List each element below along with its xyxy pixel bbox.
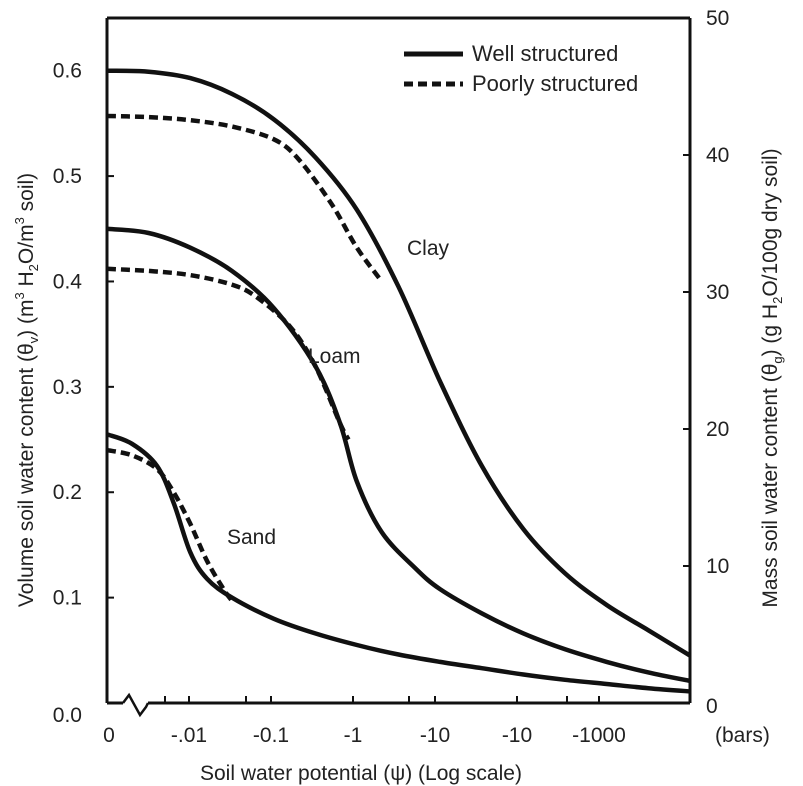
x-axis-break bbox=[122, 692, 150, 718]
legend-label-well-structured: Well structured bbox=[472, 41, 618, 66]
y-tick-label-left: 0.6 bbox=[53, 60, 82, 83]
y-tick-label-left: 0.2 bbox=[53, 481, 82, 504]
clay-poorly-structured-curve bbox=[106, 113, 384, 283]
y-tick-label-left: 0.5 bbox=[53, 165, 82, 188]
y-tick-label-right: 40 bbox=[706, 144, 729, 167]
y-axis-right-title: Mass soil water content (θg) (g H2O/100g… bbox=[759, 148, 785, 607]
x-tick-label: -10 bbox=[502, 724, 532, 747]
x-tick-label: -1000 bbox=[572, 724, 626, 747]
y-tick-label-right: 10 bbox=[706, 555, 729, 578]
x-tick-label: 0 bbox=[103, 724, 115, 747]
y-tick-label-right: 30 bbox=[706, 281, 729, 304]
clay-well-structured-curve bbox=[106, 68, 692, 658]
legend-label-poorly-structured: Poorly structured bbox=[472, 71, 638, 96]
y-tick-label-right: 20 bbox=[706, 418, 729, 441]
y-tick-label-left: 0.1 bbox=[53, 587, 82, 610]
y-tick-label-right: 0 bbox=[706, 695, 718, 718]
curve-label-sand: Sand bbox=[227, 526, 276, 549]
tick-marks bbox=[107, 69, 690, 703]
y-axis-left-title: Volume soil water content (θv) (m3 H2O/m… bbox=[12, 173, 41, 607]
y-tick-label-left: 0.4 bbox=[53, 270, 83, 293]
x-tick-label: -1 bbox=[344, 724, 363, 747]
sand-poorly-structured-curve bbox=[106, 447, 234, 603]
loam-well-structured-curve bbox=[106, 226, 691, 684]
y-tick-label-right: 50 bbox=[706, 7, 729, 30]
x-tick-label: -0.1 bbox=[253, 724, 289, 747]
y-tick-label-left: 0.0 bbox=[53, 704, 82, 727]
x-tick-label: -.01 bbox=[171, 724, 207, 747]
x-axis-unit: (bars) bbox=[715, 724, 770, 747]
curves bbox=[106, 68, 692, 694]
sand-well-structured-curve bbox=[106, 432, 691, 694]
tick-labels: 0.0 0.1 0.2 0.3 0.4 0.5 0.6 0 10 20 30 40 50 0 -.01 -0.… bbox=[53, 7, 730, 747]
y-tick-label-left: 0.3 bbox=[53, 376, 82, 399]
curve-label-loam: Loam bbox=[308, 345, 361, 368]
curve-label-clay: Clay bbox=[407, 237, 450, 260]
legend: Well structured Poorly structured bbox=[404, 41, 638, 96]
loam-poorly-structured-curve bbox=[106, 266, 351, 441]
x-tick-label: -10 bbox=[420, 724, 450, 747]
x-axis-title: Soil water potential (ψ) (Log scale) bbox=[200, 762, 522, 785]
